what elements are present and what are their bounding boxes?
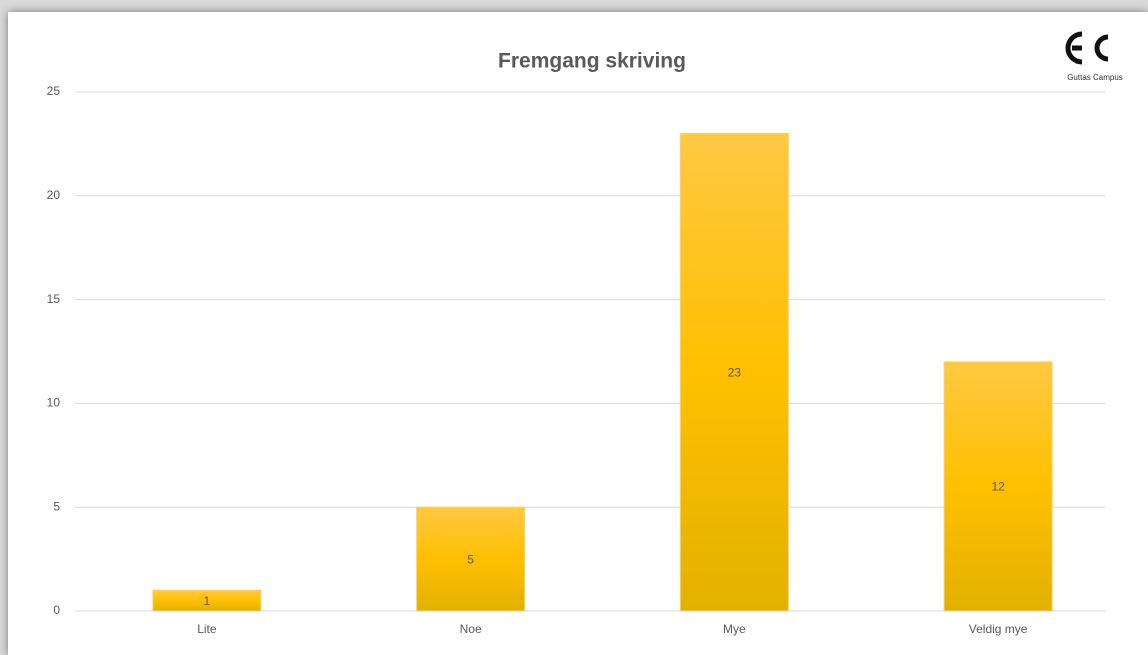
- bar: [943, 361, 1053, 612]
- x-tick-label: Noe: [460, 622, 482, 636]
- value-label: 23: [728, 365, 742, 379]
- y-tick-label: 20: [47, 188, 61, 202]
- logo-icon: [1094, 34, 1109, 62]
- x-tick-label: Lite: [197, 622, 217, 636]
- x-tick-label: Mye: [723, 622, 746, 636]
- chart-title: Fremgang skriving: [498, 50, 686, 73]
- bar: [679, 133, 789, 612]
- x-tick-label: Veldig mye: [969, 622, 1028, 636]
- y-tick-label: 15: [47, 292, 61, 306]
- y-tick-label: 0: [53, 603, 60, 617]
- y-tick-label: 5: [53, 499, 60, 513]
- y-tick-label: 10: [47, 396, 61, 410]
- logo-text: Guttas Campus: [1067, 73, 1123, 82]
- y-tick-label: 25: [47, 84, 61, 98]
- bar: [416, 506, 526, 612]
- value-label: 12: [991, 480, 1005, 494]
- value-label: 1: [204, 594, 211, 608]
- logo: Guttas Campus: [1065, 31, 1123, 82]
- value-label: 5: [467, 552, 474, 566]
- logo-icon: [1065, 31, 1083, 65]
- bar: [152, 589, 262, 612]
